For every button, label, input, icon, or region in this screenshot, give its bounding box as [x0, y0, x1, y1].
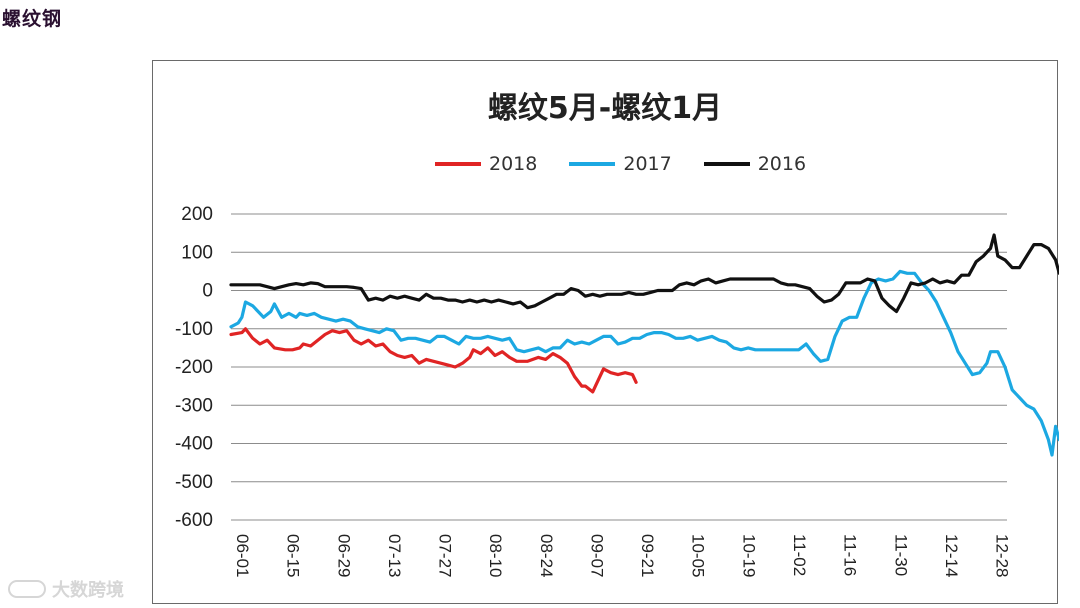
legend-swatch-2018	[435, 162, 481, 166]
x-tick-label: 10-19	[739, 534, 758, 577]
x-tick-label: 06-01	[233, 534, 252, 577]
y-tick-label: -400	[175, 434, 213, 455]
legend-item-2017: 2017	[569, 153, 672, 175]
legend-item-2016: 2016	[703, 153, 807, 175]
y-tick-label: 0	[202, 281, 213, 302]
legend-swatch-2017	[569, 162, 616, 166]
x-tick-label: 06-15	[284, 534, 303, 577]
x-tick-label: 11-30	[891, 534, 910, 576]
y-tick-label: -300	[175, 395, 213, 416]
watermark-text: 大数跨境	[52, 580, 124, 601]
x-tick-label: 12-28	[993, 534, 1012, 577]
x-tick-label: 07-27	[436, 534, 455, 577]
x-tick-label: 08-24	[537, 534, 556, 577]
series-line-2017	[229, 269, 1059, 457]
legend-item-2018: 2018	[435, 153, 537, 175]
legend-label-2017: 2017	[623, 153, 672, 175]
x-tick-label: 11-02	[790, 534, 809, 576]
plot-area: 200 100 0 -100 -200 -300 -400 -500 -600 06-01 06-1…	[175, 204, 1059, 577]
y-tick-label: -200	[175, 357, 213, 378]
x-tick-label: 07-13	[385, 534, 404, 577]
x-tick-label: 09-21	[638, 534, 657, 577]
y-tick-label: -500	[175, 472, 213, 493]
watermark: 大数跨境	[8, 576, 124, 602]
chart-frame: 螺纹5月-螺纹1月 2018 2017 2016 200 100 0 -100 -200…	[152, 60, 1059, 604]
x-tick-label: 12-14	[942, 534, 961, 577]
x-tick-label: 11-16	[841, 534, 860, 576]
legend-swatch-2016	[703, 162, 750, 166]
y-tick-label: 200	[181, 204, 213, 225]
chart-legend: 2018 2017 2016	[435, 153, 806, 175]
y-tick-label: -600	[175, 510, 213, 531]
x-tick-label: 08-10	[486, 534, 505, 577]
legend-label-2018: 2018	[489, 153, 538, 175]
page-label: 螺纹钢	[2, 8, 63, 30]
y-tick-label: -100	[175, 319, 213, 340]
legend-label-2016: 2016	[757, 153, 807, 175]
x-tick-label: 09-07	[587, 534, 606, 577]
x-tick-label: 10-05	[689, 534, 708, 577]
x-tick-label: 06-29	[334, 534, 353, 577]
watermark-logo-icon	[8, 580, 46, 598]
chart-title: 螺纹5月-螺纹1月	[487, 91, 723, 126]
y-tick-label: 100	[181, 242, 213, 263]
series-line-2016	[229, 233, 1059, 314]
series-line-2018	[229, 327, 638, 394]
